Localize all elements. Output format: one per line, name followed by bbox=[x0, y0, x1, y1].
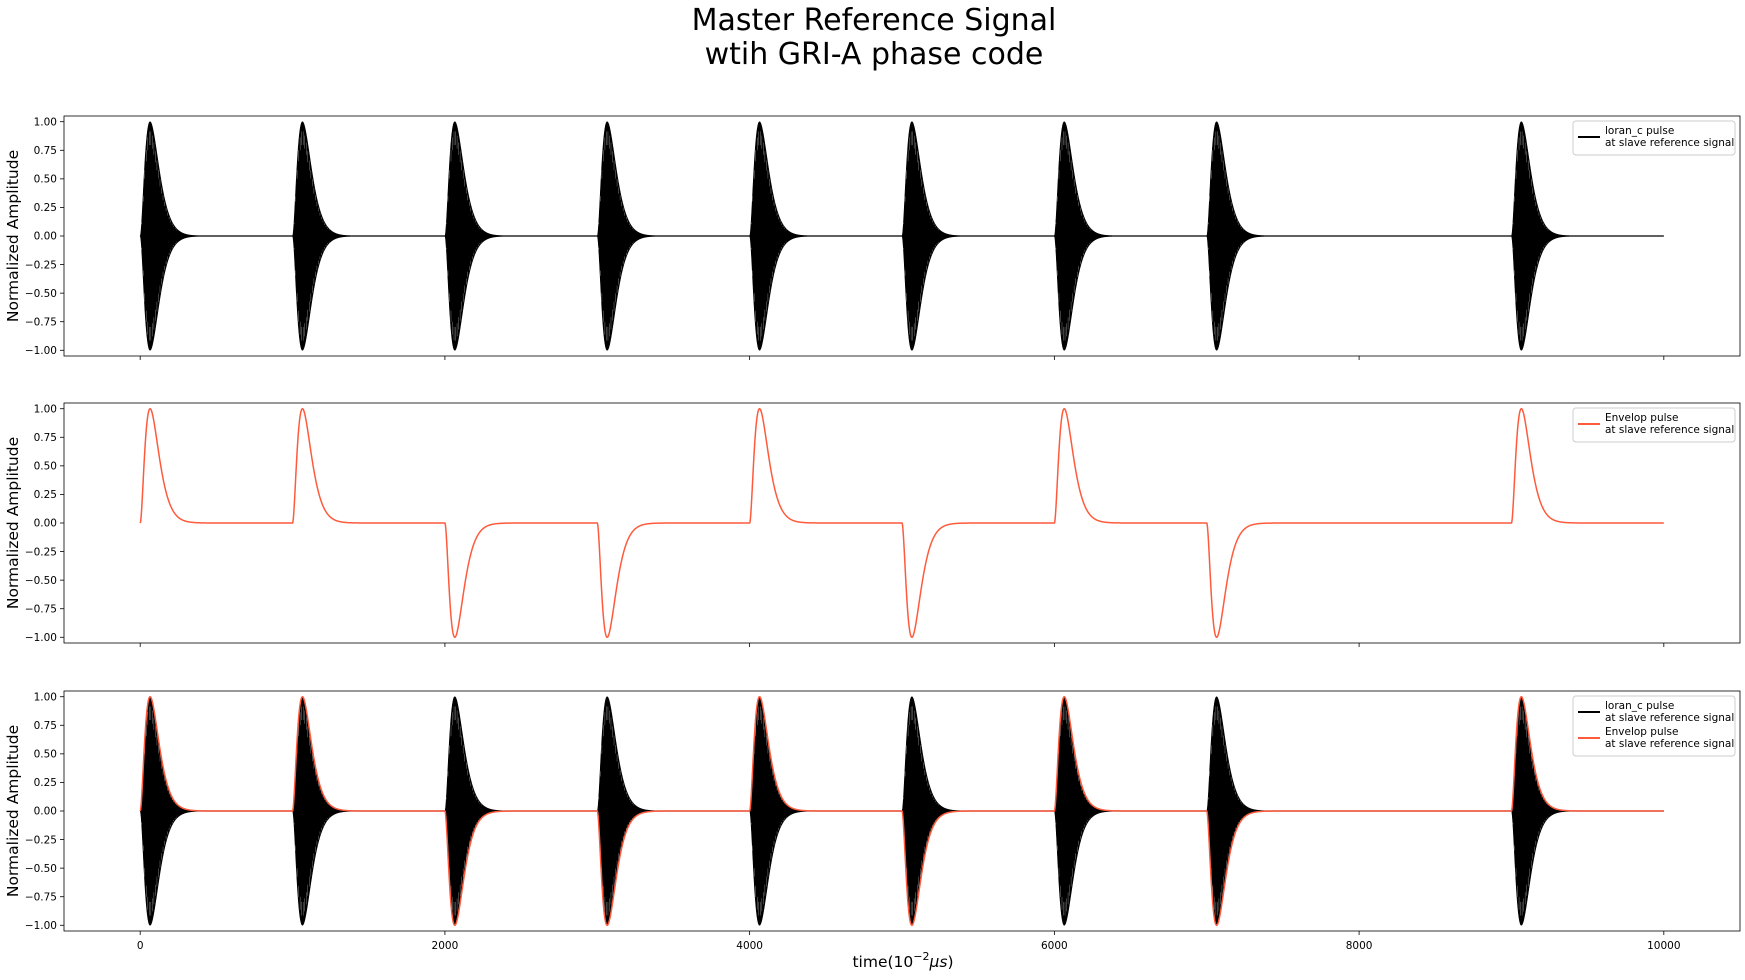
y-tick-label: −1.00 bbox=[25, 920, 57, 932]
subplot-loran-pulse: 1.00 0.75 0.50 0.25 0.00 −0.25 −0.50 −0.75 −1.00… bbox=[4, 115, 1741, 360]
plot-area bbox=[139, 407, 1664, 639]
plot-frame bbox=[63, 115, 1741, 357]
x-tick-label: 6000 bbox=[1041, 940, 1068, 952]
y-tick-label: 1.00 bbox=[34, 116, 57, 128]
loran-pulse-cycles bbox=[1208, 131, 1244, 341]
y-tick-label: 0.50 bbox=[34, 174, 57, 186]
y-tick-label: −0.50 bbox=[25, 863, 57, 875]
y-tick-label: 0.75 bbox=[34, 145, 57, 157]
legend-box bbox=[1572, 695, 1736, 757]
y-tick-label: 0.25 bbox=[34, 489, 57, 501]
x-tick-label: 10000 bbox=[1647, 940, 1680, 952]
legend-box bbox=[1572, 407, 1736, 443]
legend-label-line2: at slave reference signal bbox=[1605, 738, 1734, 750]
y-tick-label: 0.75 bbox=[34, 720, 57, 732]
y-tick-label: 0.50 bbox=[34, 749, 57, 761]
figure-title-line2: wtih GRI-A phase code bbox=[705, 37, 1044, 72]
plot-frame bbox=[63, 402, 1741, 644]
x-axis-label-mu: μ bbox=[929, 953, 940, 971]
y-tick-label: 0.00 bbox=[34, 518, 57, 530]
legend-label-line2: at slave reference signal bbox=[1605, 137, 1734, 149]
x-axis-label-s: s bbox=[939, 953, 947, 971]
loran-pulse-cycles bbox=[446, 131, 482, 341]
y-tick-label: 0.00 bbox=[34, 231, 57, 243]
plot-frame bbox=[63, 690, 1741, 932]
legend-label-line1: loran_c pulse bbox=[1605, 125, 1674, 137]
loran-pulse-cycles bbox=[293, 131, 330, 341]
envelope-pulse-series bbox=[139, 695, 1664, 927]
y-tick-label: −0.50 bbox=[25, 288, 57, 300]
subplot-envelope-pulse: 1.00 0.75 0.50 0.25 0.00 −0.25 −0.50 −0.75 −1.00… bbox=[4, 402, 1741, 647]
envelope-pulse-series bbox=[139, 407, 1664, 639]
loran-pulse-cycles bbox=[141, 131, 177, 341]
x-tick-label: 8000 bbox=[1346, 940, 1373, 952]
legend-box bbox=[1572, 120, 1736, 156]
loran-pulse-cycles bbox=[903, 131, 939, 341]
x-tick-label: 0 bbox=[137, 940, 144, 952]
loran-pulse-cycles bbox=[1512, 131, 1549, 341]
y-tick-label: 1.00 bbox=[34, 691, 57, 703]
y-axis-label: Normalized Amplitude bbox=[4, 725, 22, 897]
y-tick-label: 0.25 bbox=[34, 777, 57, 789]
legend-label-line2: at slave reference signal bbox=[1605, 424, 1734, 436]
x-axis-label: time(10−2μs) bbox=[852, 950, 953, 971]
y-tick-label: −0.75 bbox=[25, 603, 57, 615]
legend-label-line1: loran_c pulse bbox=[1605, 700, 1674, 712]
loran-pulse-cycles bbox=[1055, 131, 1092, 341]
legend-label-line2: at slave reference signal bbox=[1605, 712, 1734, 724]
y-tick-label: 1.00 bbox=[34, 403, 57, 415]
figure-title-line1: Master Reference Signal bbox=[692, 3, 1057, 38]
y-tick-label: 0.75 bbox=[34, 432, 57, 444]
y-tick-label: −0.75 bbox=[25, 316, 57, 328]
plot-area bbox=[139, 121, 1664, 351]
plot-area bbox=[139, 695, 1664, 927]
y-tick-label: −0.25 bbox=[25, 259, 57, 271]
loran-pulse-cycles bbox=[750, 131, 787, 341]
x-axis-label-suffix: ) bbox=[947, 953, 953, 971]
x-tick-label: 4000 bbox=[736, 940, 763, 952]
y-tick-label: −0.50 bbox=[25, 575, 57, 587]
x-tick-label: 2000 bbox=[432, 940, 459, 952]
legend-label-line1: Envelop pulse bbox=[1605, 412, 1678, 424]
x-axis-label-prefix: time(10 bbox=[852, 953, 913, 971]
y-tick-label: −0.25 bbox=[25, 834, 57, 846]
y-axis-label: Normalized Amplitude bbox=[4, 150, 22, 322]
subplot-combined: 1.00 0.75 0.50 0.25 0.00 −0.25 −0.50 −0.75 −1.00… bbox=[4, 690, 1741, 952]
loran-pulse-cycles bbox=[598, 131, 635, 341]
y-tick-label: −1.00 bbox=[25, 632, 57, 644]
y-axis-label: Normalized Amplitude bbox=[4, 437, 22, 609]
y-tick-label: 0.25 bbox=[34, 202, 57, 214]
x-axis-label-exponent: −2 bbox=[913, 950, 929, 963]
y-tick-label: 0.00 bbox=[34, 806, 57, 818]
y-tick-label: 0.50 bbox=[34, 461, 57, 473]
y-tick-label: −0.75 bbox=[25, 891, 57, 903]
y-tick-label: −0.25 bbox=[25, 546, 57, 558]
y-tick-label: −1.00 bbox=[25, 345, 57, 357]
legend-label-line1: Envelop pulse bbox=[1605, 726, 1678, 738]
